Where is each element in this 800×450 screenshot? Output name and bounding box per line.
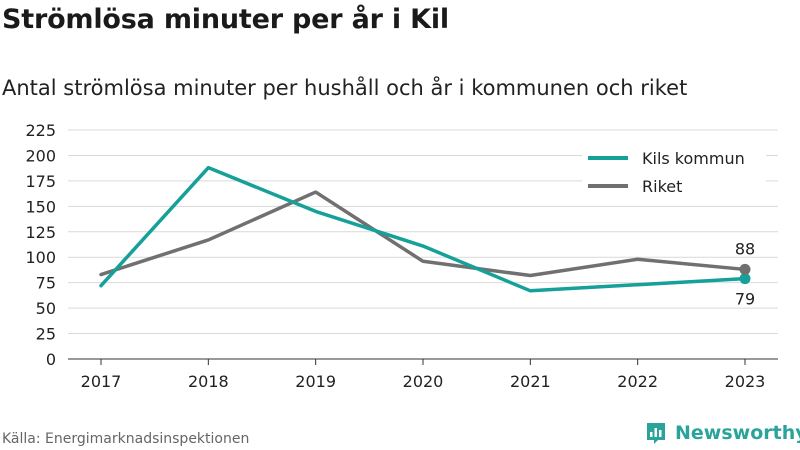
y-tick-label: 150 <box>25 197 56 216</box>
series-end-point <box>739 273 751 285</box>
bar-chart-icon <box>647 423 665 444</box>
y-tick-label: 175 <box>25 172 56 191</box>
x-tick-label: 2017 <box>81 372 122 391</box>
legend-label: Riket <box>642 177 682 196</box>
y-tick-label: 100 <box>25 248 56 267</box>
x-tick-label: 2019 <box>295 372 336 391</box>
y-tick-label: 25 <box>36 325 56 344</box>
series-line <box>99 165 747 293</box>
x-tick-label: 2023 <box>725 372 766 391</box>
chart-title: Strömlösa minuter per år i Kil <box>2 4 449 35</box>
y-tick-label: 225 <box>25 121 56 140</box>
y-tick-label: 125 <box>25 223 56 242</box>
x-tick-label: 2022 <box>617 372 658 391</box>
x-tick-label: 2020 <box>403 372 444 391</box>
series-end-point <box>739 263 751 275</box>
series-line <box>99 190 747 278</box>
y-tick-label: 75 <box>36 274 56 293</box>
y-tick-label: 0 <box>46 350 56 369</box>
x-tick-label: 2021 <box>510 372 551 391</box>
data-label: 88 <box>735 239 755 258</box>
y-tick-label: 50 <box>36 299 56 318</box>
chart-subtitle: Antal strömlösa minuter per hushåll och … <box>2 76 688 100</box>
y-tick-label: 200 <box>25 146 56 165</box>
brand-name: Newsworthy <box>675 422 800 444</box>
brand-logo[interactable]: Newsworthy <box>645 421 800 445</box>
line-chart: 0 25 50 75 100 125 150 175 200 225 2017 2018 2019 202… <box>25 121 778 391</box>
legend-label: Kils kommun <box>642 149 745 168</box>
legend-box <box>582 143 766 205</box>
data-label: 79 <box>735 290 755 309</box>
source-note: Källa: Energimarknadsinspektionen <box>2 431 250 447</box>
x-tick-label: 2018 <box>188 372 229 391</box>
